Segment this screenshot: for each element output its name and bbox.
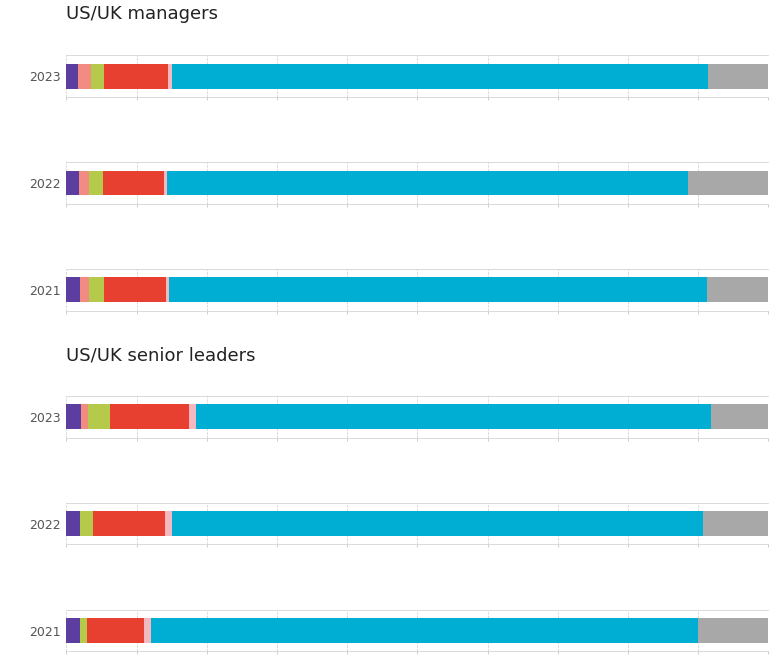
- Bar: [711, 404, 768, 430]
- Bar: [166, 277, 168, 303]
- Bar: [80, 277, 89, 303]
- Bar: [168, 63, 172, 89]
- Bar: [77, 63, 91, 89]
- Bar: [165, 170, 167, 196]
- Legend: Multiracial or Indigenous 1.8%, Hispanic or Latino 1.4%, Black 2.0%, Asian 8.8%,: Multiracial or Indigenous 1.8%, Hispanic…: [71, 208, 780, 226]
- Bar: [79, 170, 89, 196]
- Bar: [105, 277, 166, 303]
- Bar: [151, 618, 698, 643]
- Bar: [87, 618, 144, 643]
- Bar: [190, 404, 197, 430]
- Legend: Multiracial or Indigenous 1.6%, Hispanic or Latino 1.9%, Black 1.8%, Asian 9.2%,: Multiracial or Indigenous 1.6%, Hispanic…: [71, 102, 780, 120]
- Bar: [66, 277, 80, 303]
- Legend: Multiracial or Indigenous 2%, Hispanic or Latino 1.2%, Black 2.2%, Asian 8.8%, O: Multiracial or Indigenous 2%, Hispanic o…: [71, 317, 780, 335]
- Bar: [89, 277, 105, 303]
- Bar: [103, 170, 165, 196]
- Bar: [703, 511, 768, 536]
- Bar: [66, 511, 80, 536]
- Bar: [66, 63, 77, 89]
- Bar: [165, 511, 172, 536]
- Legend: Indigenous or Multiracial 1.9%, Hispanic or Latino 0.0%, Black 1.9%, Asian 10.3%: Indigenous or Multiracial 1.9%, Hispanic…: [71, 550, 780, 568]
- Bar: [66, 404, 81, 430]
- Bar: [81, 404, 88, 430]
- Bar: [89, 170, 103, 196]
- Bar: [707, 277, 768, 303]
- Bar: [144, 618, 151, 643]
- Bar: [197, 404, 711, 430]
- Text: US/UK managers: US/UK managers: [66, 5, 218, 23]
- Bar: [66, 618, 80, 643]
- Bar: [707, 63, 768, 89]
- Bar: [172, 511, 703, 536]
- Bar: [88, 404, 110, 430]
- Bar: [80, 618, 87, 643]
- Bar: [104, 63, 168, 89]
- Bar: [172, 63, 707, 89]
- Bar: [168, 277, 707, 303]
- Text: US/UK senior leaders: US/UK senior leaders: [66, 346, 256, 364]
- Bar: [110, 404, 190, 430]
- Bar: [80, 511, 93, 536]
- Bar: [91, 63, 104, 89]
- Bar: [698, 618, 768, 643]
- Bar: [688, 170, 768, 196]
- Legend: Multiracial or Indigenous 2.0%, Hispanic or Latino 0.0%, Black 1%, Asian 8%, Oth: Multiracial or Indigenous 2.0%, Hispanic…: [71, 657, 780, 668]
- Legend: Indigenous or Multiracial 2.1%, Hispanic or Latino 1%, Black 3.1%, Asian 11.3%, : Indigenous or Multiracial 2.1%, Hispanic…: [71, 442, 780, 460]
- Bar: [167, 170, 688, 196]
- Bar: [66, 170, 79, 196]
- Bar: [93, 511, 165, 536]
